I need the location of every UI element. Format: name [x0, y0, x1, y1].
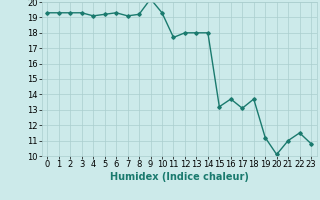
X-axis label: Humidex (Indice chaleur): Humidex (Indice chaleur): [110, 172, 249, 182]
